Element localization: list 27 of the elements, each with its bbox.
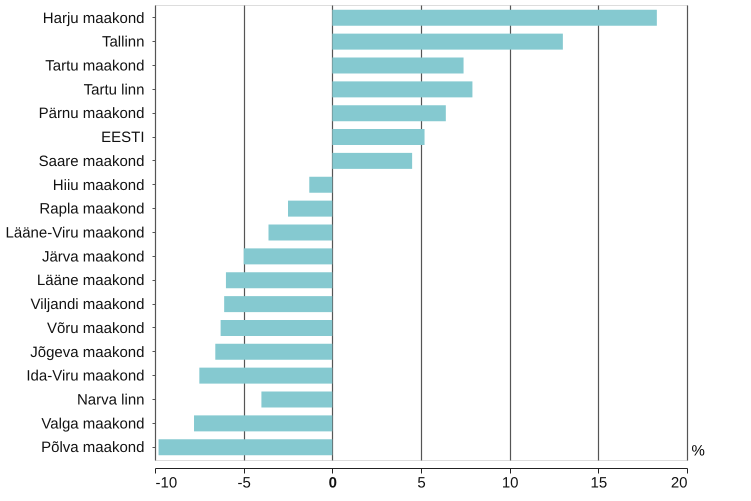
y-tick-label: Rapla maakond [39, 200, 144, 218]
y-tick-label: Harju maakond [42, 10, 144, 27]
y-tick-label: Lääne-Viru maakond [6, 224, 144, 242]
x-tick-label: -5 [237, 474, 251, 492]
x-tick-label: 0 [328, 474, 338, 492]
y-tick-label: Viljandi maakond [30, 296, 144, 314]
x-tick-label: -10 [156, 474, 178, 492]
y-tick-label: Tallinn [102, 34, 144, 51]
y-tick-label: Jõgeva maakond [30, 344, 144, 361]
x-tick-label: 15 [590, 474, 608, 492]
y-tick-label: Järva maakond [42, 248, 144, 266]
y-tick-label: Põlva maakond [41, 439, 144, 456]
y-tick-label: Lääne maakond [36, 272, 144, 290]
y-tick-label: Hiiu maakond [52, 176, 144, 194]
y-tick-label: Tartu linn [84, 81, 144, 98]
y-tick-label: Tartu maakond [45, 57, 144, 74]
y-tick-label: Narva linn [76, 392, 144, 409]
y-tick-label: Valga maakond [41, 415, 144, 432]
y-tick-label: Pärnu maakond [38, 105, 144, 122]
x-axis-title: % [692, 442, 705, 460]
x-tick-label: 10 [502, 474, 519, 492]
y-tick-label: Võru maakond [46, 320, 144, 337]
y-tick-label: EESTI [101, 129, 144, 146]
y-tick-label: Ida-Viru maakond [26, 368, 144, 385]
x-tick-label: 5 [417, 474, 426, 492]
x-tick-label: 20 [670, 474, 688, 492]
y-tick-label: Saare maakond [38, 152, 144, 170]
